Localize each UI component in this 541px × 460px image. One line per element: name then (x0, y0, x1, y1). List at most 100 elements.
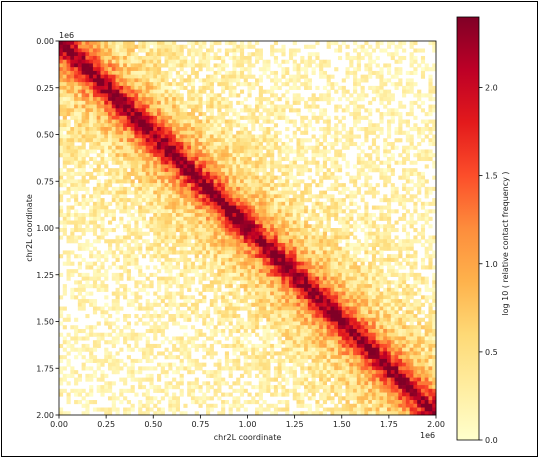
heatmap-cell (172, 67, 177, 72)
heatmap-cell (247, 108, 252, 113)
heatmap-cell (353, 134, 358, 139)
heatmap-cell (209, 123, 214, 128)
heatmap-cell (206, 123, 211, 128)
heatmap-cell (100, 205, 105, 210)
heatmap-cell (92, 100, 98, 105)
heatmap-cell (360, 97, 365, 102)
heatmap-cell (164, 112, 169, 117)
heatmap-cell (345, 284, 350, 289)
heatmap-cell (307, 97, 312, 102)
heatmap-cell (108, 67, 113, 72)
heatmap-cell (375, 235, 380, 240)
heatmap-cell (206, 153, 211, 158)
heatmap-cell (217, 156, 222, 162)
heatmap-cell (386, 70, 392, 76)
heatmap-cell (213, 138, 218, 143)
heatmap-cell (239, 63, 245, 68)
heatmap-cell (364, 108, 369, 113)
heatmap-cell (266, 190, 271, 195)
heatmap-cell (66, 239, 71, 244)
heatmap-cell (119, 235, 124, 240)
heatmap-cell (179, 198, 184, 203)
heatmap-cell (96, 216, 101, 221)
heatmap-cell (322, 242, 328, 248)
heatmap-cell (77, 93, 82, 98)
heatmap-cell (221, 246, 226, 251)
heatmap-cell (341, 190, 346, 195)
heatmap-cell (326, 74, 331, 79)
heatmap-cell (232, 74, 237, 79)
heatmap-cell (168, 145, 173, 150)
heatmap-cell (281, 269, 286, 274)
heatmap-cell (296, 138, 301, 143)
heatmap-cell (273, 280, 279, 285)
heatmap-cell (334, 186, 339, 191)
heatmap-cell (319, 280, 324, 285)
heatmap-cell (134, 254, 139, 259)
heatmap-cell (247, 104, 252, 109)
heatmap-cell (277, 97, 282, 102)
heatmap-cell (74, 239, 79, 244)
heatmap-cell (59, 194, 64, 199)
heatmap-cell (398, 265, 403, 270)
heatmap-cell (179, 190, 184, 195)
heatmap-cell (74, 41, 79, 46)
heatmap-cell (413, 82, 418, 87)
heatmap-cell (202, 231, 207, 236)
heatmap-cell (81, 115, 86, 120)
heatmap-cell (160, 44, 165, 49)
heatmap-cell (255, 261, 260, 266)
heatmap-cell (345, 257, 350, 263)
heatmap-cell (322, 156, 328, 162)
heatmap-cell (179, 115, 184, 120)
heatmap-cell (307, 186, 312, 191)
heatmap-cell (232, 160, 237, 165)
heatmap-cell (145, 175, 150, 180)
heatmap-cell (198, 97, 203, 102)
heatmap-cell (341, 269, 346, 274)
heatmap-cell (115, 97, 120, 102)
heatmap-cell (138, 70, 143, 76)
heatmap-cell (213, 265, 218, 270)
heatmap-cell (236, 153, 241, 158)
heatmap-cell (337, 85, 343, 90)
heatmap-cell (353, 201, 358, 206)
heatmap-cell (432, 198, 437, 203)
heatmap-cell (360, 194, 365, 199)
heatmap-cell (187, 160, 192, 165)
heatmap-cell (364, 231, 369, 236)
heatmap-cell (145, 44, 150, 49)
heatmap-cell (81, 74, 86, 79)
heatmap-cell (236, 119, 241, 124)
heatmap-cell (371, 97, 377, 102)
heatmap-cell (157, 287, 162, 292)
heatmap-cell (160, 134, 165, 139)
heatmap-cell (81, 55, 86, 61)
heatmap-cell (315, 194, 320, 199)
heatmap-cell (345, 265, 350, 270)
heatmap-cell (236, 186, 241, 191)
heatmap-cell (390, 82, 395, 87)
heatmap-cell (371, 85, 377, 90)
heatmap-cell (134, 112, 139, 117)
heatmap-cell (96, 100, 101, 105)
heatmap-cell (74, 194, 79, 199)
heatmap-cell (187, 123, 192, 128)
heatmap-cell (179, 250, 184, 255)
heatmap-cell (85, 115, 90, 120)
heatmap-cell (307, 272, 312, 277)
heatmap-cell (104, 138, 109, 143)
heatmap-cell (277, 156, 282, 162)
heatmap-cell (149, 168, 154, 173)
heatmap-cell (85, 59, 90, 64)
heatmap-cell (194, 145, 199, 150)
heatmap-cell (149, 284, 154, 289)
heatmap-cell (368, 153, 373, 158)
heatmap-cell (74, 63, 79, 68)
heatmap-cell (232, 231, 237, 236)
heatmap-cell (221, 115, 226, 120)
heatmap-cell (428, 67, 433, 72)
heatmap-cell (111, 70, 116, 76)
heatmap-cell (190, 44, 196, 49)
heatmap-cell (81, 145, 86, 150)
